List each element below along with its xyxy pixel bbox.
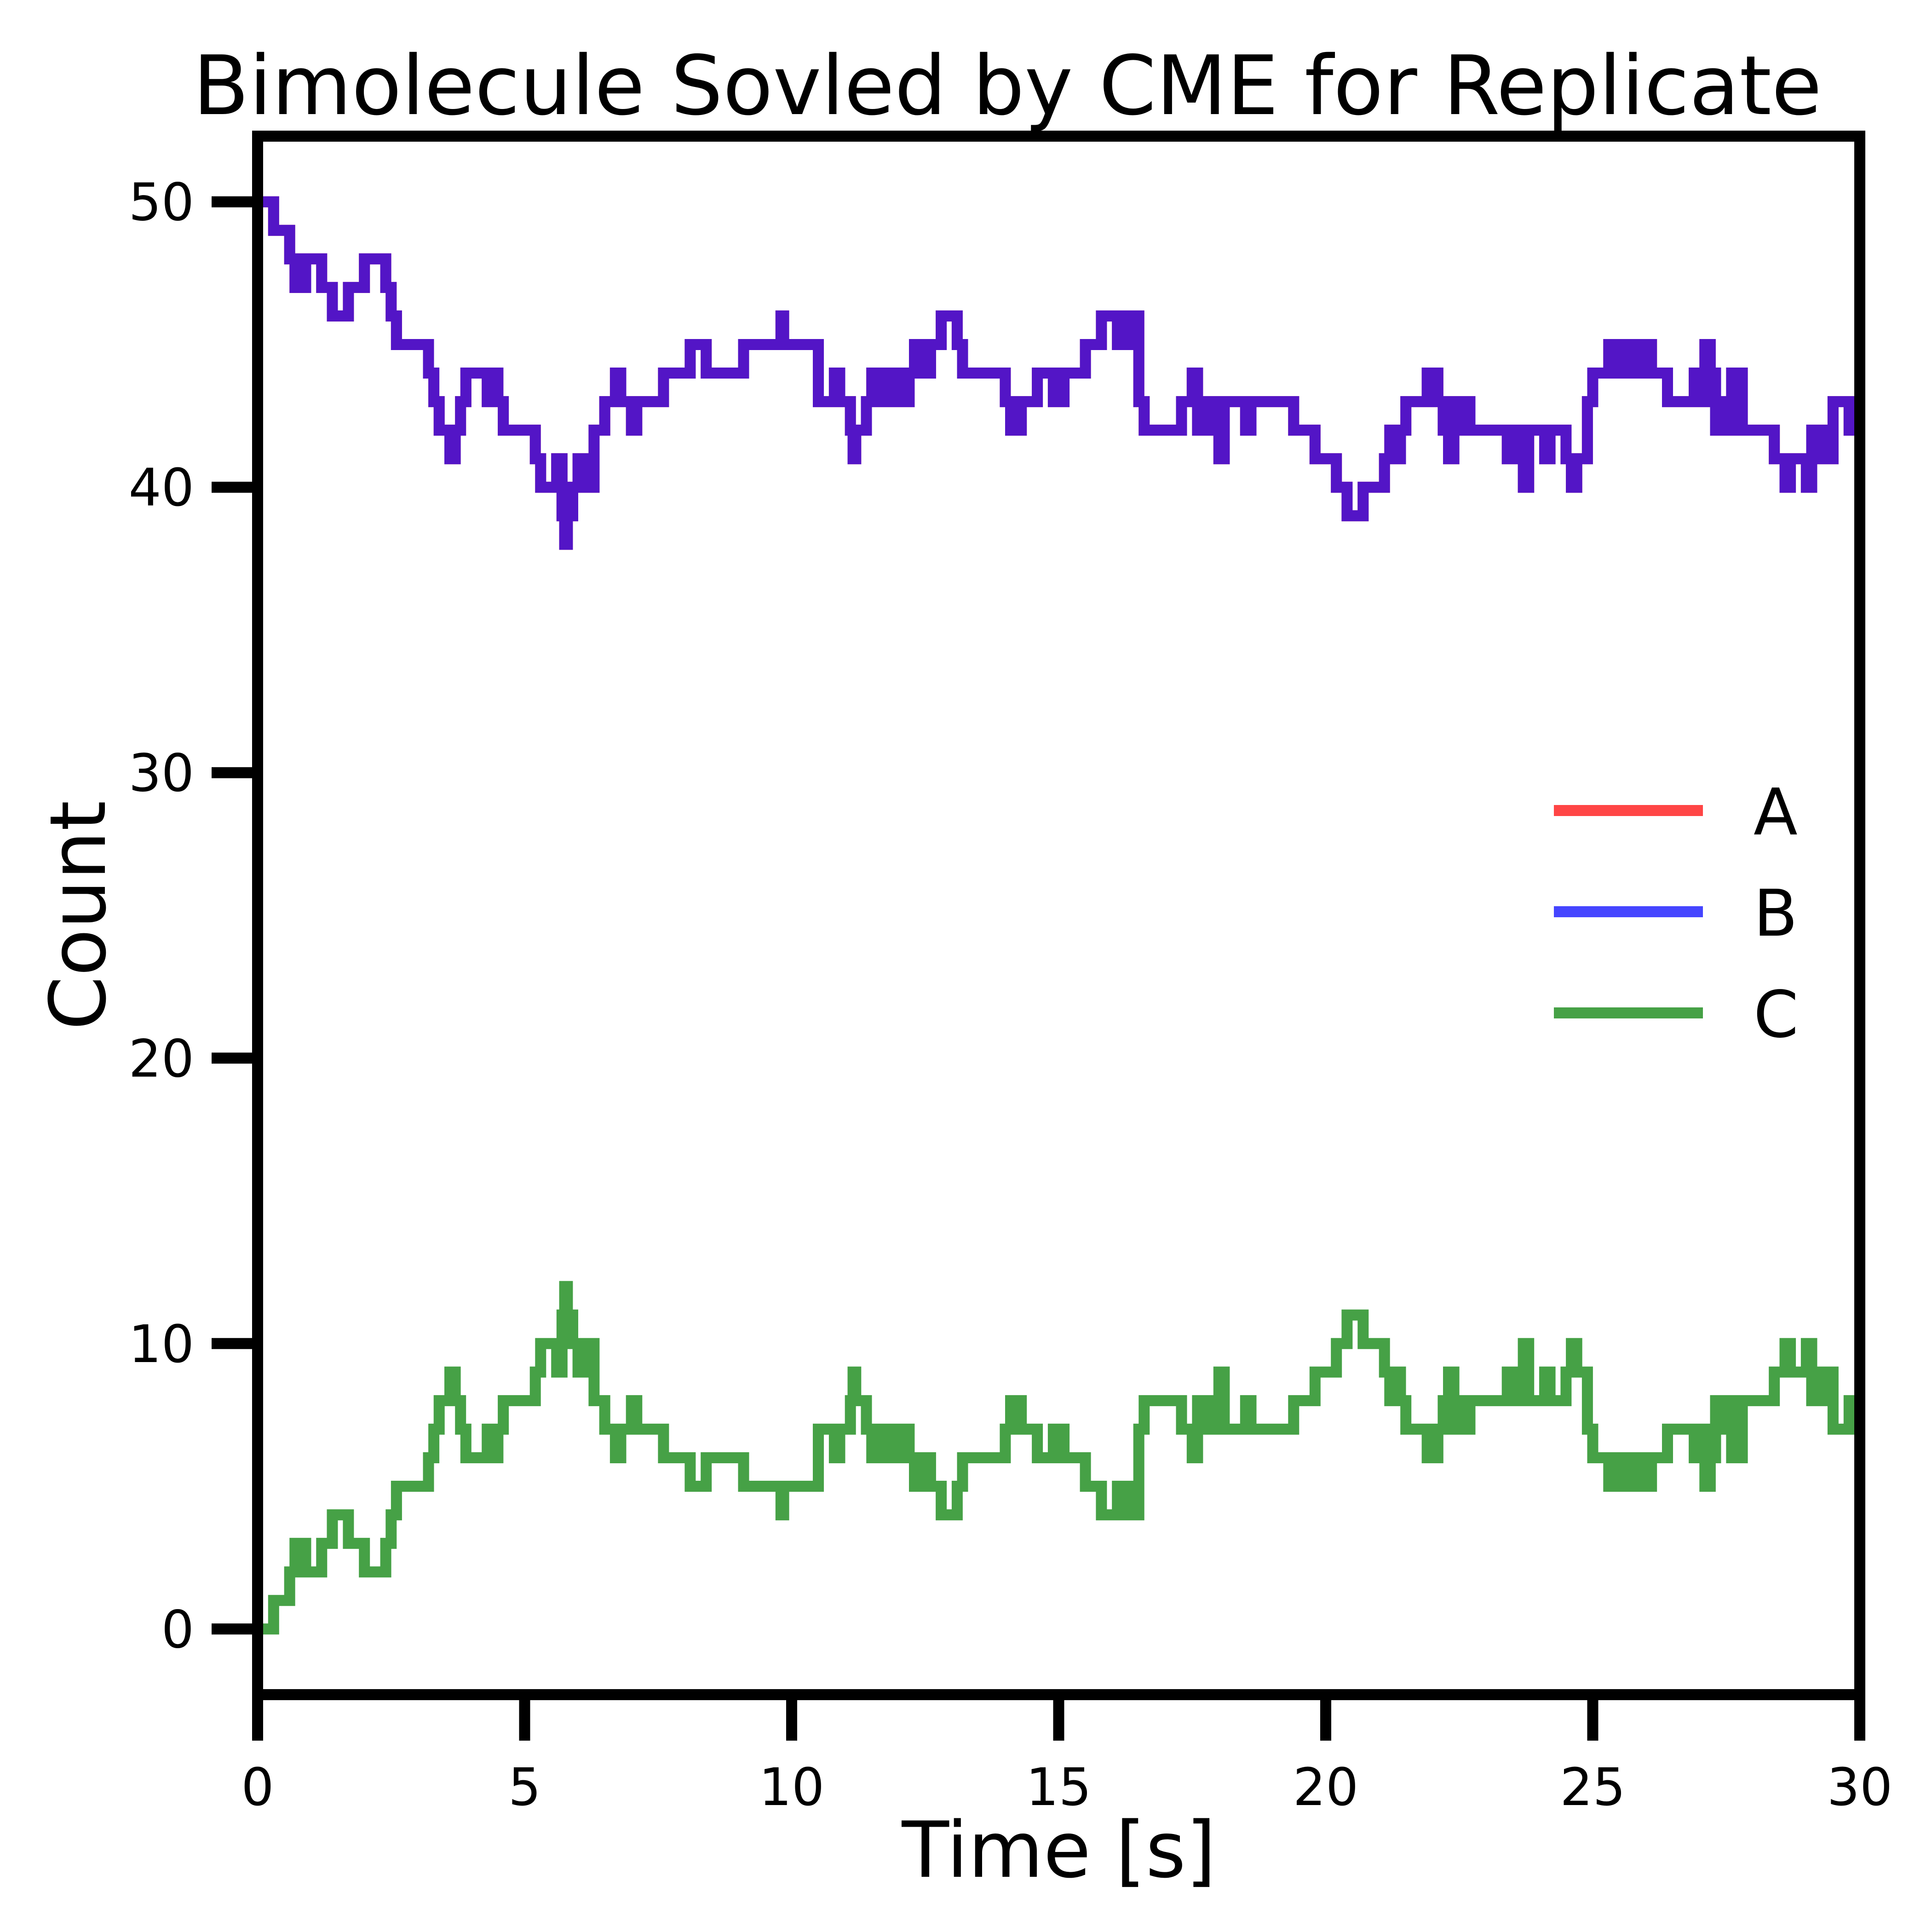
x-axis-label: Time [s] bbox=[901, 1805, 1216, 1895]
legend: ABC bbox=[1554, 775, 1799, 1052]
legend-label-a: A bbox=[1754, 775, 1798, 850]
legend-label-c: C bbox=[1754, 978, 1799, 1052]
plot-frame bbox=[252, 131, 1865, 1700]
x-tick-label: 10 bbox=[759, 1758, 825, 1817]
y-tick-label: 0 bbox=[161, 1600, 194, 1660]
y-axis-label: Count bbox=[33, 801, 123, 1030]
y-tick-label: 20 bbox=[128, 1029, 194, 1089]
chart-title: Bimolecule Sovled by CME for Replicate bbox=[193, 38, 1822, 133]
series-line-c bbox=[258, 1281, 1860, 1635]
series-line-b bbox=[258, 196, 1860, 550]
x-tick-label: 15 bbox=[1026, 1758, 1092, 1817]
x-tick-label: 5 bbox=[508, 1758, 541, 1817]
x-axis-ticks: 0 5 10 15 20 25 30 bbox=[241, 1695, 1892, 1817]
x-tick-label: 30 bbox=[1827, 1758, 1893, 1817]
y-tick-label: 10 bbox=[128, 1315, 194, 1374]
series-layer bbox=[258, 196, 1860, 1635]
y-tick-label: 50 bbox=[128, 173, 194, 233]
y-axis-ticks: 0 10 20 30 40 50 bbox=[128, 173, 258, 1660]
y-tick-label: 30 bbox=[128, 744, 194, 804]
x-tick-label: 20 bbox=[1293, 1758, 1359, 1817]
x-tick-label: 0 bbox=[241, 1758, 274, 1817]
y-tick-label: 40 bbox=[128, 458, 194, 518]
legend-label-b: B bbox=[1754, 876, 1798, 951]
x-tick-label: 25 bbox=[1560, 1758, 1626, 1817]
